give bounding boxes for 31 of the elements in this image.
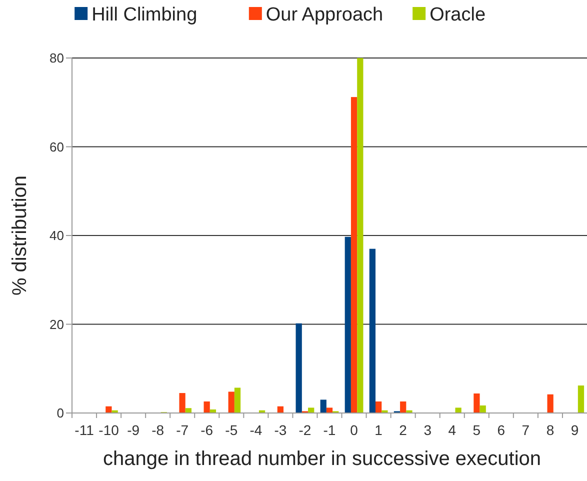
x-tick-label: 7: [522, 422, 530, 438]
x-axis-title: change in thread number in successive execution: [102, 448, 542, 470]
legend-label: Our Approach: [266, 4, 384, 26]
y-tick-label: 0: [56, 406, 64, 421]
x-tick-label: 3: [424, 422, 432, 438]
x-tick-label: 8: [546, 422, 554, 438]
x-tick-label: -3: [274, 422, 287, 438]
y-axis-title: % distribution: [9, 175, 31, 296]
x-tick-label: -9: [127, 422, 140, 438]
x-tick-label: 9: [570, 422, 579, 438]
x-tick-label: -7: [176, 422, 189, 438]
y-tick-label: 20: [50, 316, 64, 332]
y-tick-label: 40: [50, 228, 64, 244]
x-tick-label: -2: [298, 422, 312, 438]
legend-label: Oracle: [430, 4, 486, 26]
x-tick-label: -6: [200, 422, 214, 438]
legend-label: Hill Climbing: [92, 4, 198, 26]
y-tick-label: 60: [50, 139, 64, 154]
x-tick-label: -1: [323, 422, 336, 438]
y-tick-label: 80: [50, 50, 64, 66]
x-tick-label: -8: [152, 422, 164, 438]
x-tick-label: 5: [472, 422, 481, 438]
x-tick-label: -11: [74, 422, 94, 438]
x-tick-label: 0: [350, 422, 358, 438]
x-tick-label: 2: [399, 422, 408, 438]
x-tick-label: -4: [250, 422, 262, 438]
x-tick-label: -10: [98, 422, 120, 438]
x-tick-label: 4: [448, 422, 456, 438]
x-tick-label: -5: [225, 422, 238, 438]
x-tick-label: 6: [497, 422, 506, 438]
x-tick-label: 1: [374, 422, 383, 438]
